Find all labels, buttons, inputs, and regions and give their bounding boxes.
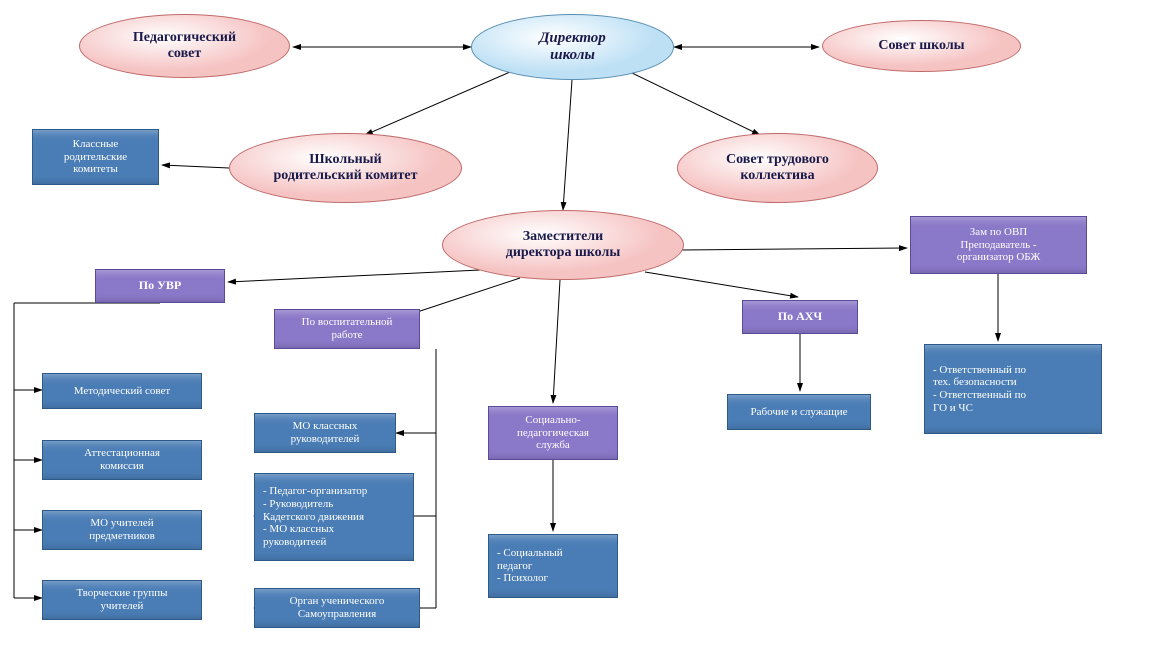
node-label: Совет трудового коллектива <box>726 152 829 184</box>
node-label: Аттестационная комиссия <box>84 447 160 472</box>
node-ped_org: - Педагог-организатор - Руководитель Кад… <box>254 473 414 561</box>
arrow-4 <box>563 80 572 210</box>
arrow-9 <box>645 272 798 297</box>
arrow-6 <box>228 270 480 282</box>
node-label: По воспитательной работе <box>302 316 393 341</box>
node-attest: Аттестационная комиссия <box>42 440 202 480</box>
node-creative: Творческие группы учителей <box>42 580 202 620</box>
node-label: Школьный родительский комитет <box>274 152 418 184</box>
node-label: Творческие группы учителей <box>77 587 168 612</box>
node-workers: Рабочие и служащие <box>727 394 871 430</box>
node-label: Зам по ОВП Преподаватель - организатор О… <box>957 226 1040 264</box>
node-label: Методический совет <box>74 385 171 398</box>
arrow-8 <box>553 280 560 403</box>
node-label: Заместители директора школы <box>506 229 621 261</box>
node-label: По УВР <box>139 279 181 293</box>
node-label: - Социальный педагог - Психолог <box>497 547 563 585</box>
node-label: - Ответственный по тех. безопасности - О… <box>933 364 1026 415</box>
arrow-10 <box>682 248 907 250</box>
node-uvr: По УВР <box>95 269 225 303</box>
arrow-2 <box>365 72 510 135</box>
node-mo_teachers: МО учителей предметников <box>42 510 202 550</box>
arrow-3 <box>630 72 760 135</box>
node-ahch: По АХЧ <box>742 300 858 334</box>
node-mo_class: МО классных руководителей <box>254 413 396 453</box>
node-ovp: Зам по ОВП Преподаватель - организатор О… <box>910 216 1087 274</box>
node-label: Социально- педагогическая служба <box>517 414 589 452</box>
node-label: Классные родительские комитеты <box>64 138 127 176</box>
node-label: Совет школы <box>878 38 964 54</box>
node-vosp: По воспитательной работе <box>274 309 420 349</box>
node-deputies: Заместители директора школы <box>442 210 684 280</box>
node-label: МО учителей предметников <box>89 517 155 542</box>
node-label: МО классных руководителей <box>291 420 360 445</box>
node-method: Методический совет <box>42 373 202 409</box>
node-soc_service: Социально- педагогическая служба <box>488 406 618 460</box>
arrow-5 <box>162 165 229 168</box>
node-class_parent: Классные родительские комитеты <box>32 129 159 185</box>
node-ped_council: Педагогический совет <box>79 14 290 78</box>
node-label: Рабочие и служащие <box>751 406 848 419</box>
node-label: Орган ученического Самоуправления <box>290 595 385 620</box>
node-soc_staff: - Социальный педагог - Психолог <box>488 534 618 598</box>
node-student_gov: Орган ученического Самоуправления <box>254 588 420 628</box>
node-label: По АХЧ <box>778 310 822 324</box>
node-label: - Педагог-организатор - Руководитель Кад… <box>263 485 367 548</box>
node-safety: - Ответственный по тех. безопасности - О… <box>924 344 1102 434</box>
node-parent_committee: Школьный родительский комитет <box>229 133 462 203</box>
node-school_council: Совет школы <box>822 20 1021 72</box>
node-label: Директор школы <box>539 30 606 65</box>
node-labor_council: Совет трудового коллектива <box>677 133 878 203</box>
node-director: Директор школы <box>471 14 674 80</box>
node-label: Педагогический совет <box>133 30 236 62</box>
